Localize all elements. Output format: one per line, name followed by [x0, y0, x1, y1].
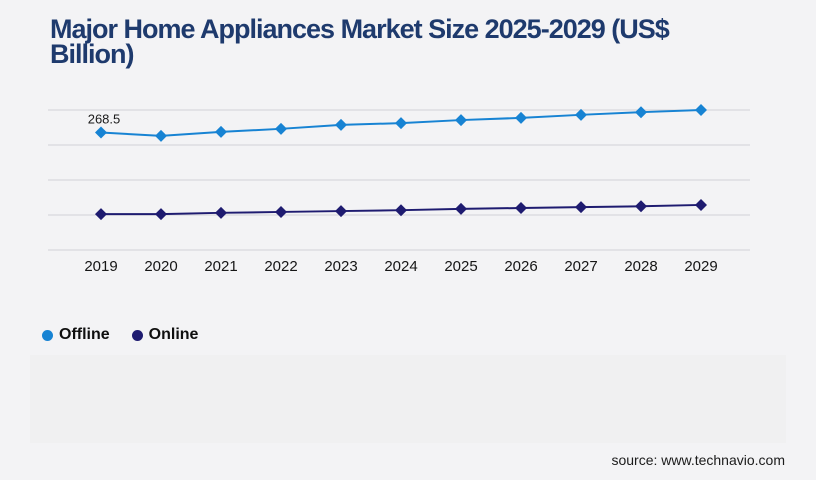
line-chart: 268.5 2019 2020 2021 2022 2023 2024 2025 2026 202…	[48, 104, 750, 275]
chart-legend: Offline Online	[42, 326, 198, 344]
data-label: 268.5	[88, 112, 121, 127]
legend-item-offline[interactable]: Offline	[42, 326, 110, 344]
legend-label: Online	[148, 326, 199, 343]
data-point-offline-2022	[275, 122, 287, 135]
data-point-offline-2027	[575, 108, 587, 121]
data-point-online-2026	[515, 202, 527, 214]
data-point-online-2023	[335, 205, 347, 218]
legend-label: Offline	[59, 326, 110, 343]
x-tick-2023: 2023	[324, 258, 357, 275]
x-tick-2020: 2020	[144, 258, 177, 275]
legend-item-online[interactable]: Online	[131, 326, 199, 344]
data-point-online-2027	[575, 201, 587, 214]
data-point-online-2022	[275, 205, 287, 218]
legend-dot-online	[131, 329, 143, 341]
data-point-offline-2029	[695, 104, 707, 116]
data-point-offline-2021	[215, 125, 227, 138]
data-point-online-2028	[635, 200, 647, 213]
data-point-online-2020	[155, 208, 167, 221]
x-tick-2022: 2022	[264, 258, 297, 275]
data-point-offline-2020	[155, 129, 167, 142]
x-tick-2025: 2025	[444, 258, 477, 275]
x-tick-2029: 2029	[684, 258, 717, 275]
data-point-online-2025	[455, 202, 467, 215]
data-point-offline-2024	[395, 117, 407, 130]
x-tick-2019: 2019	[84, 258, 117, 275]
data-point-online-2019	[95, 208, 107, 221]
data-point-offline-2026	[515, 111, 527, 124]
data-point-offline-2028	[635, 106, 647, 119]
legend-dot-offline	[42, 329, 53, 341]
lower-panel	[30, 355, 786, 443]
x-tick-2021: 2021	[204, 258, 237, 275]
data-point-offline-2023	[335, 118, 347, 131]
x-tick-2024: 2024	[384, 258, 417, 275]
data-point-offline-2019	[95, 126, 107, 139]
chart-title-line1: Major Home Appliances Market Size 2025-2…	[50, 14, 670, 44]
data-point-online-2021	[215, 206, 227, 219]
data-point-online-2029	[695, 198, 707, 211]
data-point-online-2024	[395, 204, 407, 217]
x-tick-2027: 2027	[564, 258, 597, 275]
x-tick-2028: 2028	[624, 258, 657, 275]
source-credit: source: www.technavio.com	[611, 452, 785, 468]
data-point-offline-2025	[455, 114, 467, 127]
x-tick-2026: 2026	[504, 258, 537, 275]
chart-title: Major Home Appliances Market Size 2025-2…	[50, 14, 790, 69]
chart-title-line2: Billion)	[50, 39, 134, 69]
